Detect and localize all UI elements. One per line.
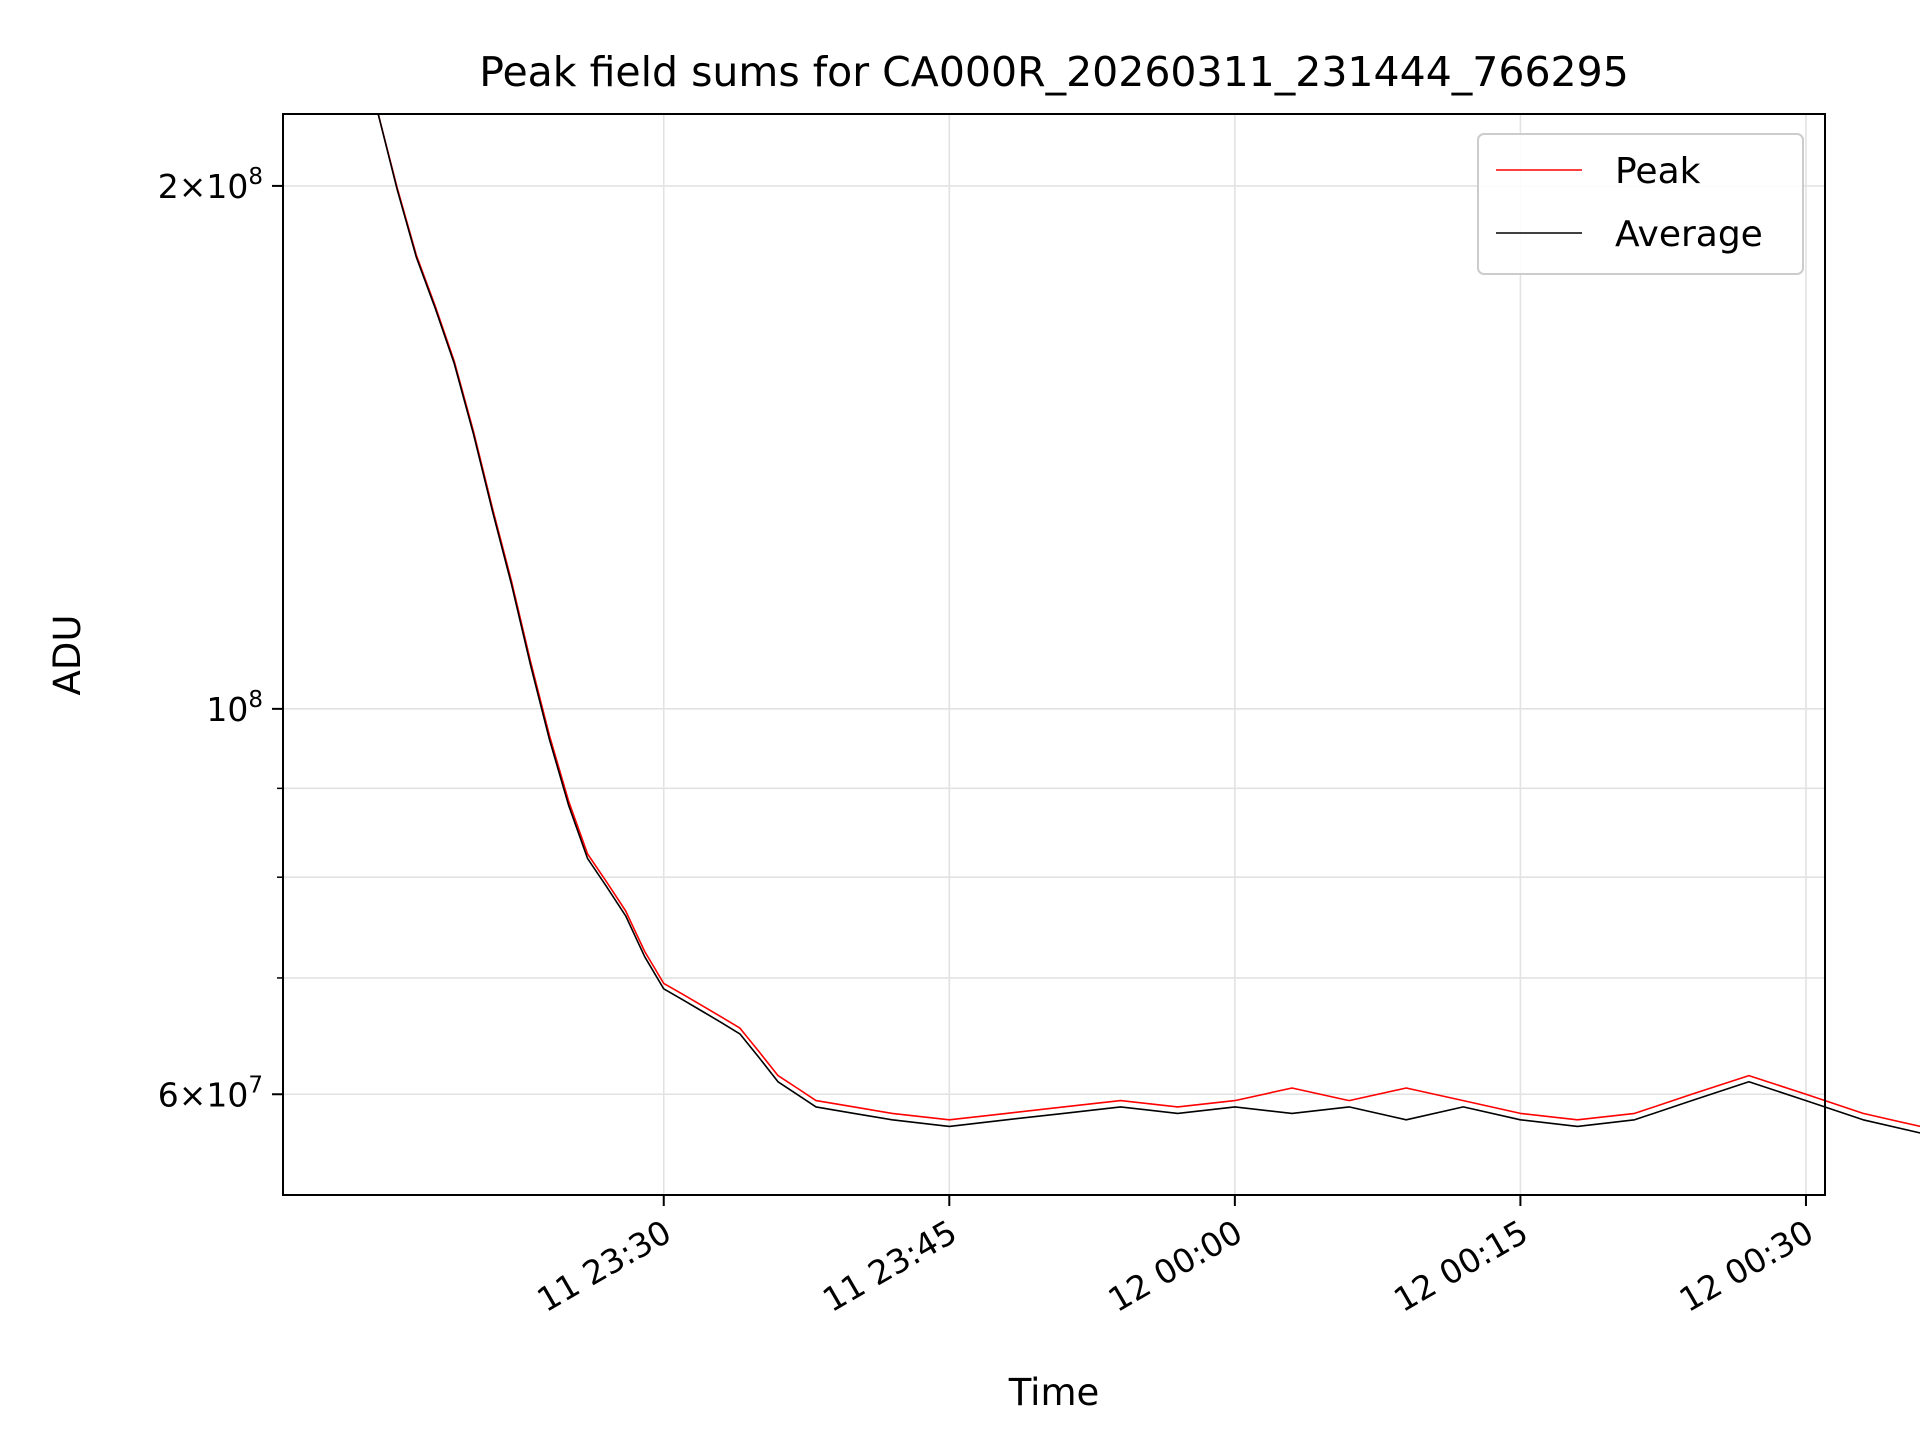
legend-label-peak: Peak (1615, 151, 1701, 192)
grid (283, 114, 1825, 1195)
x-axis-label: Time (1008, 1371, 1100, 1414)
series-line-peak (377, 113, 1920, 1128)
series-line-average (377, 113, 1920, 1134)
x-axis: 11 23:30 11 23:45 12 00:00 12 00:15 12 00:30… (530, 1195, 1820, 1320)
legend-box (1477, 133, 1804, 275)
y-axis: 6×107 108 2×108 (158, 164, 283, 1114)
x-tick-label: 12 00:15 (1387, 1212, 1534, 1320)
x-tick-label: 11 23:30 (530, 1212, 677, 1320)
legend-label-average: Average (1615, 214, 1763, 255)
y-tick-label: 2×108 (158, 164, 263, 206)
x-tick-label: 12 00:30 (1673, 1212, 1820, 1320)
x-tick-label: 11 23:45 (816, 1212, 963, 1320)
plot-area (377, 113, 1920, 1134)
y-tick-label: 108 (206, 687, 263, 729)
x-tick-label: 12 00:00 (1102, 1212, 1249, 1320)
legend: Peak Average (1477, 133, 1804, 275)
y-tick-label: 6×107 (158, 1072, 263, 1114)
y-axis-label: ADU (46, 615, 89, 696)
plot-frame (282, 113, 1826, 1196)
chart-title: Peak field sums for CA000R_20260311_2314… (479, 48, 1629, 96)
